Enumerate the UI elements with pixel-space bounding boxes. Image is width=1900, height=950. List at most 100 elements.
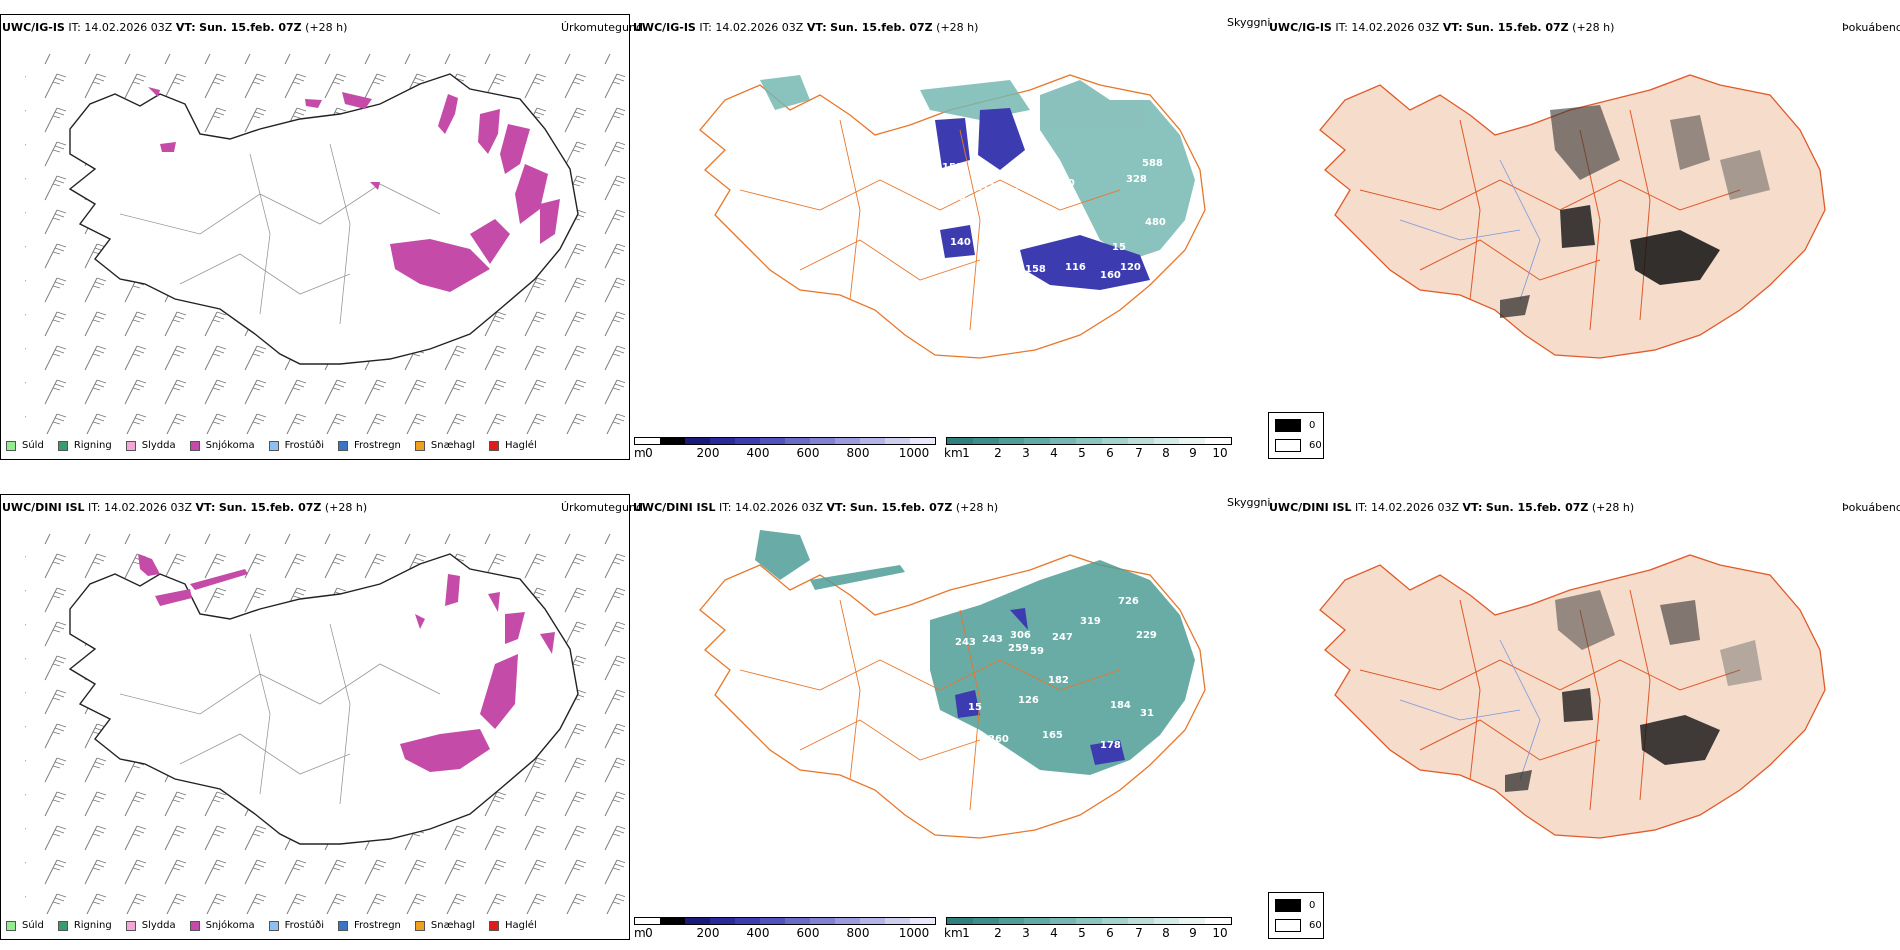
visibility-areas <box>755 530 1195 775</box>
legend-item: Snæhagl <box>414 920 475 931</box>
cloud-label: 15 <box>968 702 982 713</box>
cloud-label: 190 <box>1054 178 1075 189</box>
visibility-unit: km <box>944 926 963 940</box>
cloudbase-labels: 589 151 111 143 113 22 190 328 588 250 4… <box>764 152 1166 281</box>
cloudbase-areas <box>935 108 1150 290</box>
orange-swatch-icon <box>414 440 425 451</box>
cloud-label: 480 <box>1145 217 1166 228</box>
blue-swatch-icon <box>338 440 348 451</box>
cloud-label: 182 <box>1048 675 1069 686</box>
cloud-map: 589 151 111 143 113 22 190 328 588 250 4… <box>699 74 1206 359</box>
cloud-header: UWC/DINI ISL IT: 14.02.2026 03Z VT: Sun.… <box>633 501 999 514</box>
cloud-label: 328 <box>1126 174 1147 185</box>
legend-item: Snæhagl <box>414 440 475 451</box>
cloud-label: 59 <box>1030 646 1044 657</box>
legend-item: Súld <box>6 440 44 451</box>
cloud-label: 243 <box>982 634 1003 645</box>
cloud-label: 113 <box>945 192 966 203</box>
fog-panel-title: Þokuábendi <box>1842 21 1900 34</box>
visibility-ticks: 1 2 3 4 5 6 7 8 9 10 <box>962 446 1228 460</box>
legend-item: Frostregn <box>338 440 401 451</box>
cloud-label: 229 <box>1136 630 1157 641</box>
legend-item: Slydda <box>125 920 176 931</box>
cloud-label: 158 <box>1025 264 1046 275</box>
precip-map <box>25 54 625 434</box>
magenta-swatch-icon <box>189 920 200 931</box>
cloud-label: 31 <box>1140 708 1154 719</box>
fog-map <box>1319 554 1826 839</box>
black-swatch-icon <box>1275 419 1301 432</box>
row-2: UWC/DINI ISL IT: 14.02.2026 03Z VT: Sun.… <box>0 480 1900 950</box>
magenta-swatch-icon <box>189 440 200 451</box>
red-swatch-icon <box>489 440 500 451</box>
cloud-label: 143 <box>998 187 1019 198</box>
legend-item: Haglél <box>489 440 537 451</box>
fog-legend: 0 60 <box>1268 892 1324 939</box>
dark-green-swatch-icon <box>57 440 68 451</box>
legend-item: Frostúði <box>268 920 324 931</box>
cloud-label: 116 <box>1065 262 1086 273</box>
visibility-ticks: 1 2 3 4 5 6 7 8 9 10 <box>962 926 1228 940</box>
precip-header: UWC/DINI ISL IT: 14.02.2026 03Z VT: Sun.… <box>2 501 368 514</box>
green-swatch-icon <box>6 440 16 451</box>
cloud-label: 250 <box>1052 222 1073 233</box>
cloud-label: 23 <box>1145 254 1159 265</box>
cloud-map: 726 319 243 306 247 243 259 59 229 182 1… <box>699 530 1206 839</box>
precip-map <box>25 534 625 914</box>
legend-item: Haglél <box>489 920 537 931</box>
cloud-label: 260 <box>988 734 1009 745</box>
fog-header: UWC/DINI ISL IT: 14.02.2026 03Z VT: Sun.… <box>1269 501 1635 514</box>
cloudbase-areas <box>955 608 1125 765</box>
legend-item: Frostúði <box>268 440 324 451</box>
cloudbase-colorbar <box>634 437 936 445</box>
visibility-unit: km <box>944 446 963 460</box>
red-swatch-icon <box>489 920 500 931</box>
dark-green-swatch-icon <box>57 920 68 931</box>
cloud-label: 22 <box>1002 200 1016 211</box>
pink-swatch-icon <box>125 440 136 451</box>
cloudbase-unit: m <box>634 446 646 460</box>
legend-item: Frostregn <box>338 920 401 931</box>
cloud-header: UWC/IG-IS IT: 14.02.2026 03Z VT: Sun. 15… <box>633 21 979 34</box>
cloud-panel-title: Skyggni <box>1227 496 1271 509</box>
black-swatch-icon <box>1275 899 1301 912</box>
cloudbase-unit: m <box>634 926 646 940</box>
visibility-colorbar <box>946 437 1232 445</box>
precip-panel-frame <box>0 494 630 940</box>
fog-panel-title: Þokuábendi <box>1842 501 1900 514</box>
legend-item: Súld <box>6 920 44 931</box>
cloud-label: 588 <box>1142 158 1163 169</box>
cloud-label: 247 <box>1052 632 1073 643</box>
light-blue-swatch-icon <box>268 920 279 931</box>
cloud-panel-title: Skyggni <box>1227 16 1271 29</box>
fog-areas <box>1505 590 1762 792</box>
cloud-label: 178 <box>1100 740 1121 751</box>
cloud-label: 120 <box>1120 262 1141 273</box>
pink-swatch-icon <box>125 920 136 931</box>
light-blue-swatch-icon <box>268 440 279 451</box>
row-1: UWC/IG-IS IT: 14.02.2026 03Z VT: Sun. 15… <box>0 0 1900 470</box>
fog-areas <box>1500 105 1770 318</box>
blue-swatch-icon <box>338 920 348 931</box>
cloud-label: 319 <box>1080 616 1101 627</box>
cloudbase-colorbar <box>634 917 936 925</box>
precip-header: UWC/IG-IS IT: 14.02.2026 03Z VT: Sun. 15… <box>2 21 348 34</box>
legend-item: Rigning <box>57 920 112 931</box>
cloud-label: 165 <box>1042 730 1063 741</box>
cloud-label: 259 <box>1008 643 1029 654</box>
cloud-label: 151 <box>942 162 963 173</box>
cloud-label: 310 <box>990 254 1011 265</box>
cloud-label: 589 <box>764 152 785 163</box>
cloud-label: 126 <box>1018 695 1039 706</box>
legend-item: Rigning <box>57 440 112 451</box>
cloud-label: 15 <box>1112 242 1126 253</box>
orange-swatch-icon <box>414 920 425 931</box>
visibility-colorbar <box>946 917 1232 925</box>
cloud-label: 140 <box>950 237 971 248</box>
cloudbase-ticks: 0 200 400 600 800 1000 <box>645 446 930 460</box>
precip-legend: Súld Rigning Slydda Snjókoma Frostúði Fr… <box>6 440 551 451</box>
snow-areas <box>138 554 555 772</box>
legend-item: Snjókoma <box>189 440 255 451</box>
cloudbase-ticks: 0 200 400 600 800 1000 <box>645 926 930 940</box>
green-swatch-icon <box>6 920 16 931</box>
